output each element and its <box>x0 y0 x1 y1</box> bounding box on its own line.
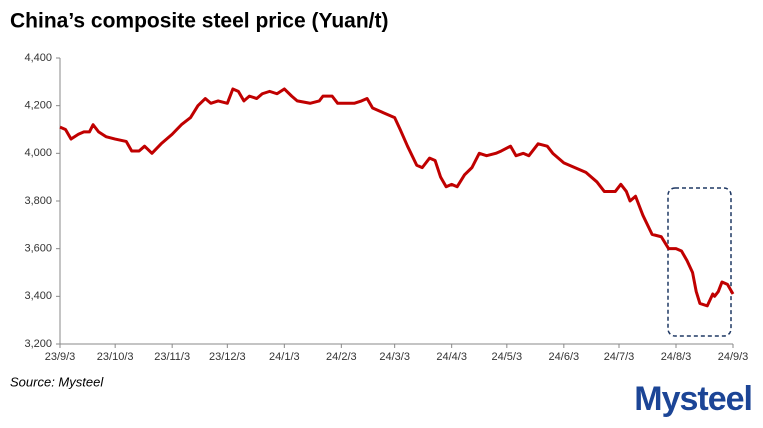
y-tick-label: 4,200 <box>24 100 52 112</box>
x-tick-label: 23/11/3 <box>154 351 190 363</box>
source: Source: Mysteel <box>10 374 104 389</box>
x-tick-label: 24/2/3 <box>326 351 357 363</box>
y-tick-label: 4,000 <box>24 147 52 159</box>
y-tick-label: 4,400 <box>24 52 52 64</box>
x-tick-label: 23/10/3 <box>97 351 134 363</box>
x-tick-label: 24/9/3 <box>718 351 749 363</box>
x-tick-label: 24/5/3 <box>492 351 523 363</box>
y-tick-label: 3,400 <box>24 290 52 302</box>
x-tick-label: 24/4/3 <box>436 351 467 363</box>
x-tick-label: 23/9/3 <box>45 351 76 363</box>
x-tick-label: 24/7/3 <box>604 351 635 363</box>
x-tick-label: 24/1/3 <box>269 351 300 363</box>
price-line <box>59 87 735 308</box>
chart-title: China’s composite steel price (Yuan/t) <box>10 10 388 33</box>
highlight-box <box>667 187 732 337</box>
x-tick-label: 23/12/3 <box>209 351 246 363</box>
y-tick-label: 3,800 <box>24 195 52 207</box>
y-tick-label: 3,200 <box>24 338 52 350</box>
x-tick-label: 24/6/3 <box>549 351 580 363</box>
logo: Mysteel <box>634 380 752 418</box>
x-tick-label: 24/8/3 <box>661 351 692 363</box>
x-tick-label: 24/3/3 <box>379 351 410 363</box>
y-tick-label: 3,600 <box>24 243 52 255</box>
